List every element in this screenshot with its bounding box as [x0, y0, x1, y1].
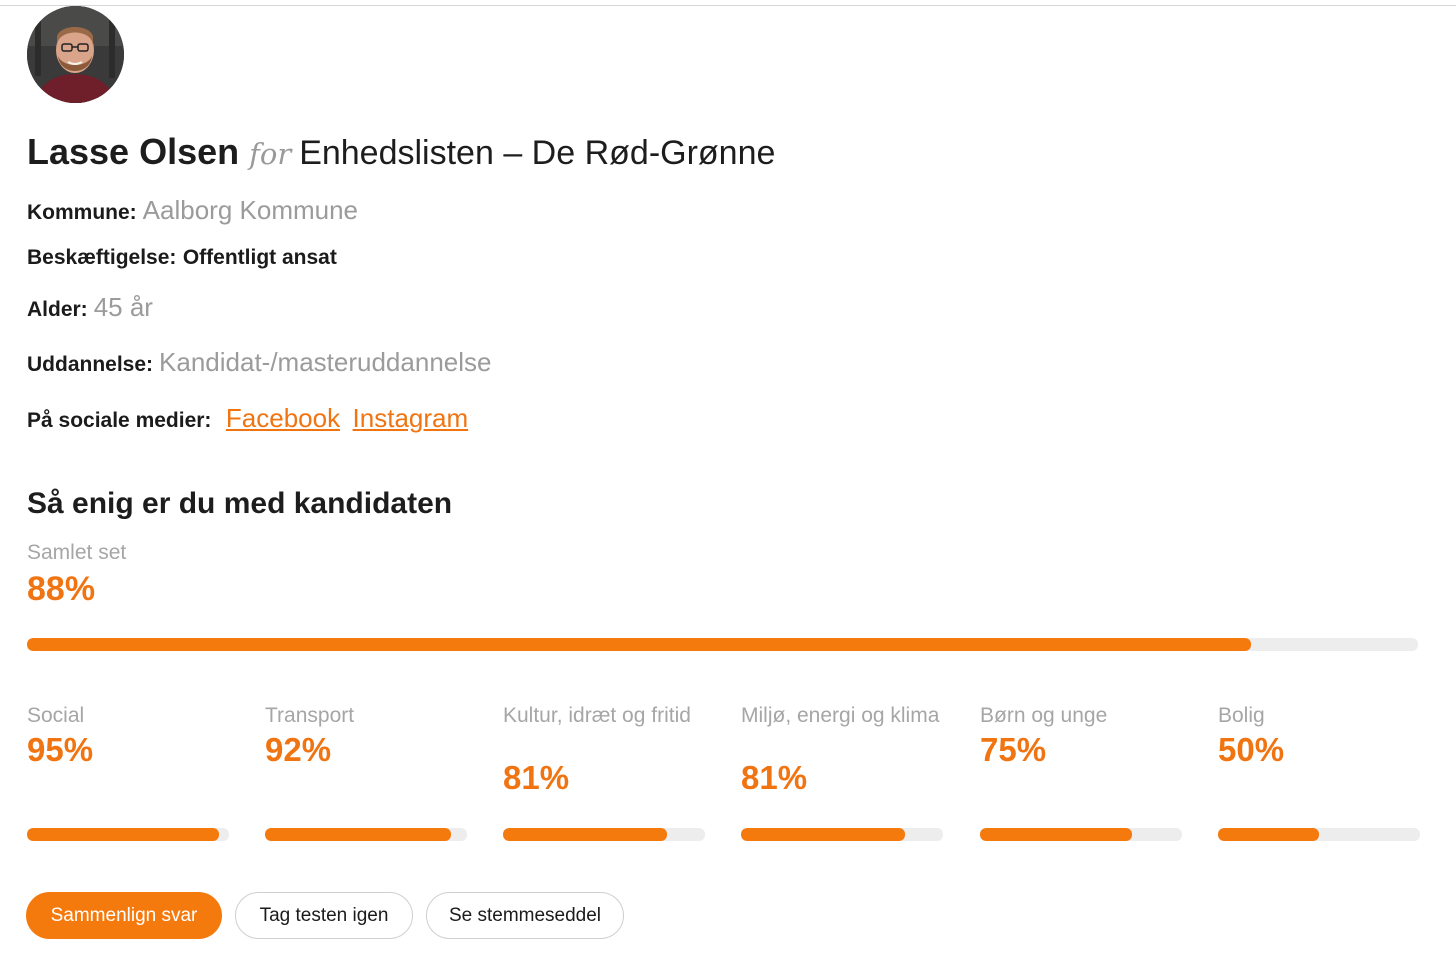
alder-value: 45 år [93, 292, 153, 322]
category-percentage: 92% [265, 731, 332, 768]
category-label: Børn og unge [980, 704, 1108, 727]
category-label: Transport [265, 704, 355, 727]
category-progress-fill [27, 828, 219, 841]
social-label: På sociale medier: [27, 409, 212, 432]
category-label: Social [27, 704, 85, 727]
category-label: Miljø, energi og klima [741, 704, 940, 727]
info-social: På sociale medier: Facebook Instagram [27, 403, 468, 434]
category-percentage: 81% [503, 759, 570, 796]
category-progress-bar [1218, 828, 1420, 841]
category-progress-fill [980, 828, 1132, 841]
category-progress-fill [741, 828, 905, 841]
top-divider [0, 5, 1456, 6]
overall-label: Samlet set [27, 541, 127, 564]
info-beskaeftigelse: Beskæftigelse: Offentligt ansat [27, 246, 337, 270]
category-progress-bar [265, 828, 467, 841]
candidate-headline: Lasse Olsen for Enhedslisten – De Rød-Grøn… [27, 128, 775, 184]
person-photo-icon [27, 6, 124, 103]
category-label: Kultur, idræt og fritid [503, 704, 691, 727]
info-alder: Alder: 45 år [27, 292, 153, 323]
category-progress-fill [1218, 828, 1319, 841]
beskaeftigelse-value: Offentligt ansat [182, 246, 337, 269]
instagram-link[interactable]: Instagram [352, 403, 469, 433]
category-percentage: 95% [27, 731, 94, 768]
beskaeftigelse-label: Beskæftigelse: [27, 246, 177, 269]
category-miljoe: Miljø, energi og klima 81% [741, 702, 943, 841]
category-boern-unge: Børn og unge 75% [980, 702, 1182, 841]
category-label: Bolig [1218, 704, 1265, 727]
agreement-title: Så enig er du med kandidaten [27, 487, 453, 520]
facebook-link[interactable]: Facebook [225, 403, 341, 433]
category-percentage: 75% [980, 731, 1047, 768]
compare-answers-button[interactable]: Sammenlign svar [26, 892, 222, 939]
kommune-value: Aalborg Kommune [142, 195, 359, 225]
see-ballot-button[interactable]: Se stemmeseddel [426, 892, 624, 939]
overall-percentage: 88% [27, 570, 96, 608]
uddannelse-value: Kandidat-/masteruddannelse [159, 347, 492, 377]
overall-progress-fill [27, 638, 1252, 651]
category-progress-bar [980, 828, 1182, 841]
category-progress-bar [503, 828, 705, 841]
info-kommune: Kommune: Aalborg Kommune [27, 195, 358, 226]
category-percentage: 81% [741, 759, 808, 796]
category-social: Social 95% [27, 702, 229, 841]
category-progress-fill [503, 828, 667, 841]
for-word: for [249, 137, 292, 171]
alder-label: Alder: [27, 298, 88, 321]
overall-progress-bar [27, 638, 1418, 651]
uddannelse-label: Uddannelse: [27, 353, 154, 376]
category-transport: Transport 92% [265, 702, 467, 841]
party-name: Enhedslisten – De Rød-Grønne [299, 134, 776, 172]
retake-test-button[interactable]: Tag testen igen [235, 892, 413, 939]
category-progress-fill [265, 828, 451, 841]
category-percentage: 50% [1218, 731, 1285, 768]
candidate-avatar [27, 6, 124, 103]
kommune-label: Kommune: [27, 201, 137, 224]
info-uddannelse: Uddannelse: Kandidat-/masteruddannelse [27, 347, 491, 378]
category-kultur: Kultur, idræt og fritid 81% [503, 702, 705, 841]
candidate-name: Lasse Olsen [27, 131, 240, 172]
category-progress-bar [741, 828, 943, 841]
category-bolig: Bolig 50% [1218, 702, 1420, 841]
category-progress-bar [27, 828, 229, 841]
